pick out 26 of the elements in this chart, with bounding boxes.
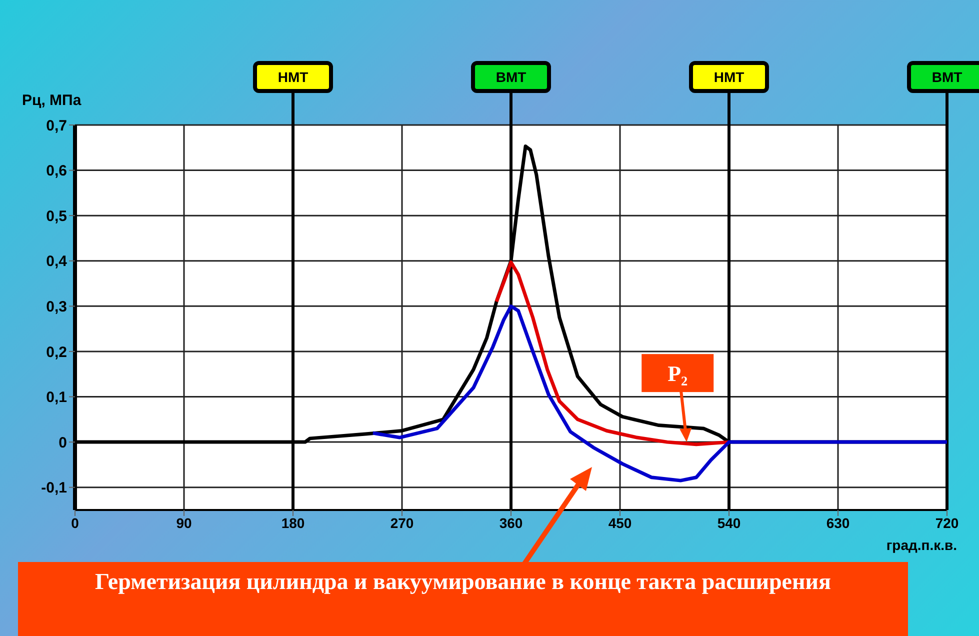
annotation: P₂ xyxy=(668,361,688,386)
text: Герметизация цилиндра и вакуумирование в конце такта расширения xyxy=(18,562,908,636)
y-tick-label: 0,2 xyxy=(46,344,67,361)
y-tick-label: 0,4 xyxy=(46,253,68,270)
y-tick-label: 0,3 xyxy=(46,298,67,316)
ref-line-label: ВМТ xyxy=(932,69,963,85)
x-tick-label: 540 xyxy=(717,514,741,531)
ref-line-label: НМТ xyxy=(278,69,309,85)
x-tick-label: 630 xyxy=(826,514,850,531)
ref-line-label: НМТ xyxy=(714,69,745,85)
x-tick-label: 360 xyxy=(499,514,523,531)
x-tick-label: 270 xyxy=(390,514,414,531)
y-tick-label: 0 xyxy=(58,434,67,452)
y-tick-label: 0,1 xyxy=(46,389,67,406)
y-tick-label: -0,1 xyxy=(41,480,67,497)
y-tick-label: 0,6 xyxy=(46,162,67,180)
x-tick-label: 450 xyxy=(608,514,632,531)
y-tick-label: 0,7 xyxy=(46,117,67,134)
x-tick-label: 90 xyxy=(176,514,192,531)
y-tick-label: 0,5 xyxy=(46,208,67,225)
x-tick-label: 720 xyxy=(935,514,959,531)
x-tick-label: 180 xyxy=(281,514,305,531)
ref-line-label: ВМТ xyxy=(496,69,527,85)
x-tick-label: 0 xyxy=(71,514,80,531)
y-axis-title: Pц, МПа xyxy=(22,92,82,109)
x-axis-title: град.п.к.в. xyxy=(886,537,957,553)
